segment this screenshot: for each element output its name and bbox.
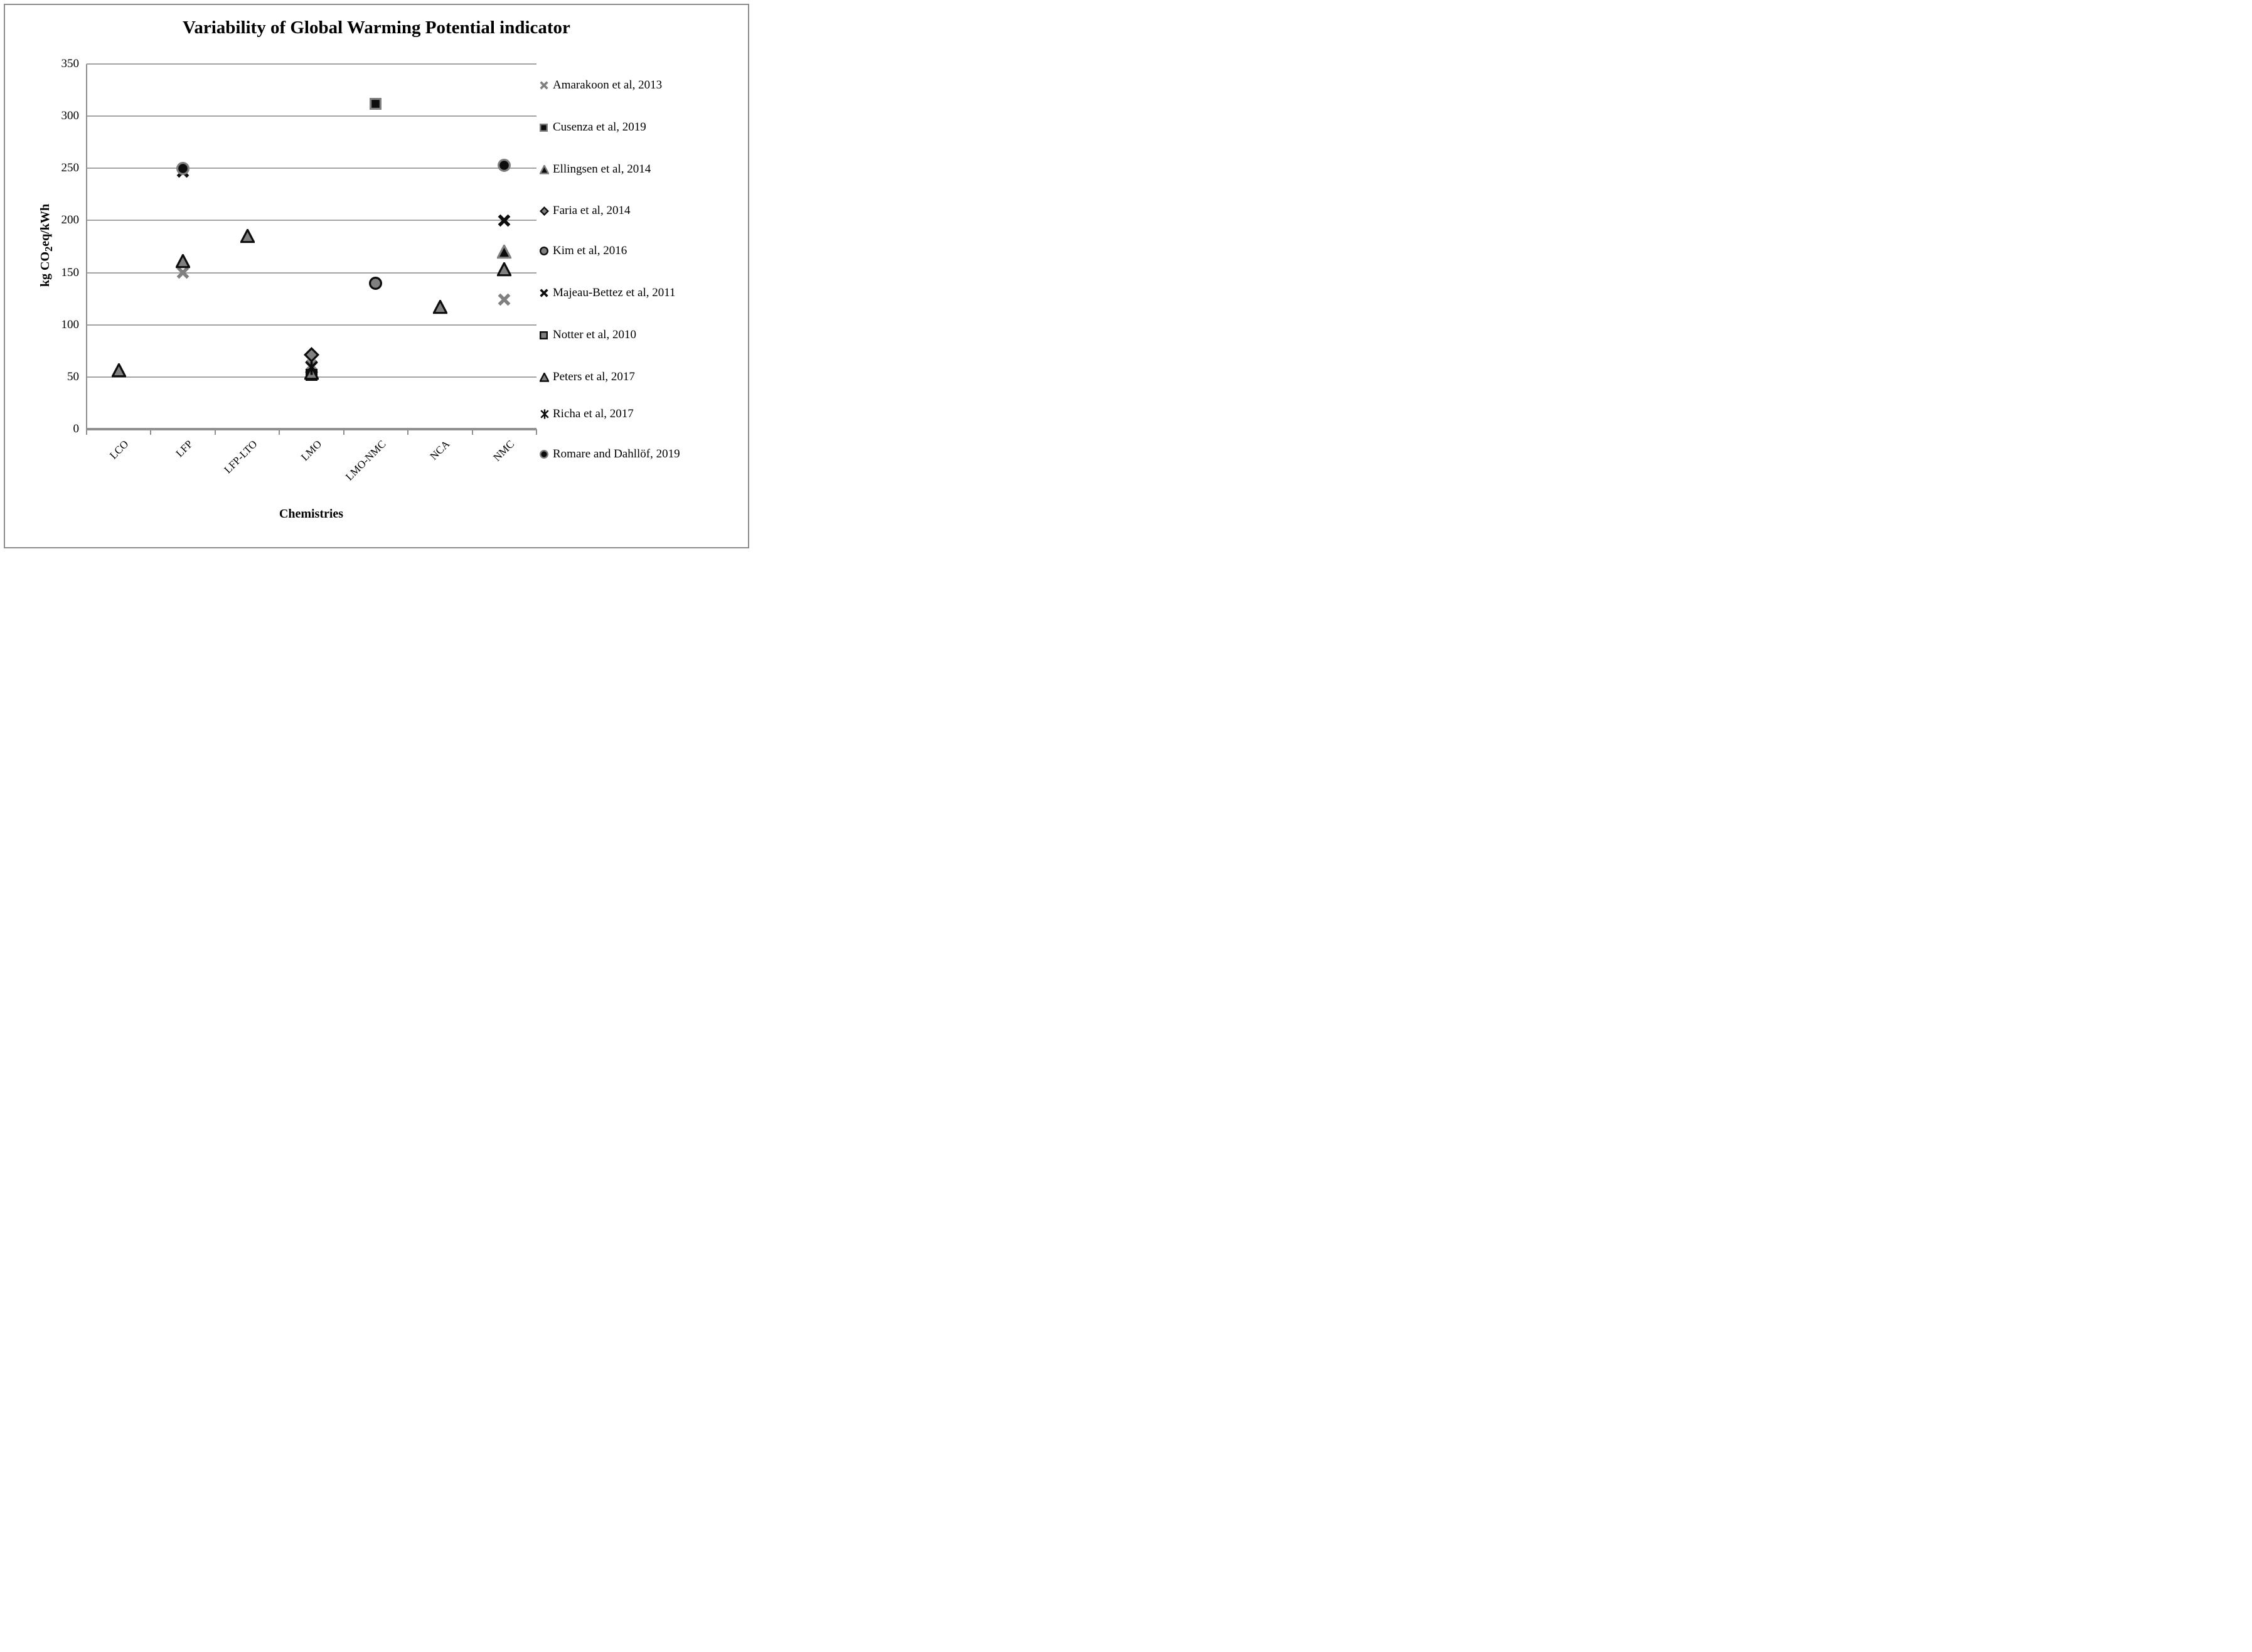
x-tick-label: NMC [491, 438, 517, 464]
legend-item: Ellingsen et al, 2014 [538, 161, 651, 178]
y-axis-title-sub: 2 [43, 246, 55, 252]
data-point-marker [304, 360, 319, 375]
y-axis-title: kg CO2eq/kWh [38, 151, 55, 339]
x-axis-tick [471, 429, 473, 435]
legend-marker-triangle-icon [538, 163, 550, 174]
data-point-marker [174, 252, 191, 269]
x-axis-tick [150, 429, 152, 435]
y-tick-label: 150 [61, 265, 80, 279]
gridline [87, 272, 536, 274]
x-tick-label: LFP-LTO [221, 438, 260, 476]
legend-item: Cusenza et al, 2019 [540, 119, 646, 136]
legend-marker-diamond-icon [539, 206, 550, 216]
y-tick-label: 200 [61, 213, 80, 227]
legend-item: Kim et al, 2016 [539, 243, 627, 259]
data-point-marker [498, 214, 511, 227]
legend-item: Faria et al, 2014 [539, 203, 631, 219]
legend-marker-circle-icon [539, 449, 550, 459]
y-tick-label: 0 [73, 422, 80, 435]
x-tick-label: LCO [107, 438, 131, 462]
y-tick-label: 100 [61, 317, 80, 331]
y-axis-line [86, 64, 87, 435]
data-point-marker [369, 276, 383, 290]
data-point-marker [432, 298, 449, 314]
x-axis-tick [343, 429, 344, 435]
data-point-marker [498, 293, 511, 306]
legend-label: Peters et al, 2017 [553, 370, 635, 383]
legend-label: Notter et al, 2010 [553, 328, 636, 341]
legend-item: Majeau-Bettez et al, 2011 [540, 285, 676, 301]
data-point-marker [176, 161, 190, 175]
data-point-marker [496, 261, 513, 277]
gridline [87, 115, 536, 117]
x-axis-tick [536, 429, 537, 435]
figure-border [4, 4, 749, 548]
legend-label: Kim et al, 2016 [553, 244, 627, 257]
legend-marker-x-icon [540, 81, 550, 90]
y-tick-label: 50 [67, 370, 79, 383]
legend-marker-x-icon [540, 289, 550, 297]
chart-figure: Variability of Global Warming Potential … [0, 0, 753, 552]
gridline [87, 63, 536, 65]
x-axis-tick [214, 429, 216, 435]
chart-title: Variability of Global Warming Potential … [183, 18, 570, 38]
legend-marker-square-icon [540, 123, 550, 132]
y-tick-label: 250 [61, 161, 80, 175]
legend-label: Cusenza et al, 2019 [553, 120, 646, 134]
legend-label: Ellingsen et al, 2014 [553, 163, 651, 176]
y-tick-label: 300 [61, 109, 80, 123]
x-tick-label: LMO-NMC [343, 438, 388, 483]
legend-marker-triangle-icon [538, 371, 550, 382]
data-point-marker [110, 362, 127, 378]
data-point-marker [176, 266, 189, 279]
gridline [87, 168, 536, 169]
legend-label: Romare and Dahllöf, 2019 [553, 447, 680, 461]
legend-item: Peters et al, 2017 [538, 369, 635, 385]
legend-item: Richa et al, 2017 [540, 406, 634, 422]
data-point-marker [370, 97, 382, 110]
x-axis-tick [279, 429, 280, 435]
data-point-marker [496, 243, 513, 259]
legend-item: Romare and Dahllöf, 2019 [539, 446, 680, 462]
x-axis-tick [407, 429, 409, 435]
x-tick-label: NCA [427, 438, 452, 462]
x-axis-title: Chemistries [279, 507, 344, 521]
data-point-marker [498, 158, 511, 172]
gridline [87, 428, 536, 430]
x-tick-label: LFP [173, 438, 196, 460]
legend-item: Notter et al, 2010 [540, 327, 636, 343]
legend-label: Richa et al, 2017 [553, 407, 634, 420]
gridline [87, 324, 536, 326]
legend-label: Faria et al, 2014 [553, 204, 631, 217]
legend-marker-asterisk-icon [540, 409, 550, 419]
x-axis-tick [86, 429, 87, 435]
figure-page: Variability of Global Warming Potential … [0, 0, 753, 552]
legend-marker-square-icon [540, 331, 550, 339]
y-tick-label: 350 [61, 57, 80, 70]
legend-marker-circle-icon [539, 246, 550, 256]
legend-label: Majeau-Bettez et al, 2011 [553, 286, 676, 299]
x-tick-label: LMO [298, 438, 324, 464]
gridline [87, 220, 536, 221]
data-point-marker [239, 227, 255, 243]
legend-label: Amarakoon et al, 2013 [553, 78, 663, 92]
legend-item: Amarakoon et al, 2013 [540, 77, 662, 93]
